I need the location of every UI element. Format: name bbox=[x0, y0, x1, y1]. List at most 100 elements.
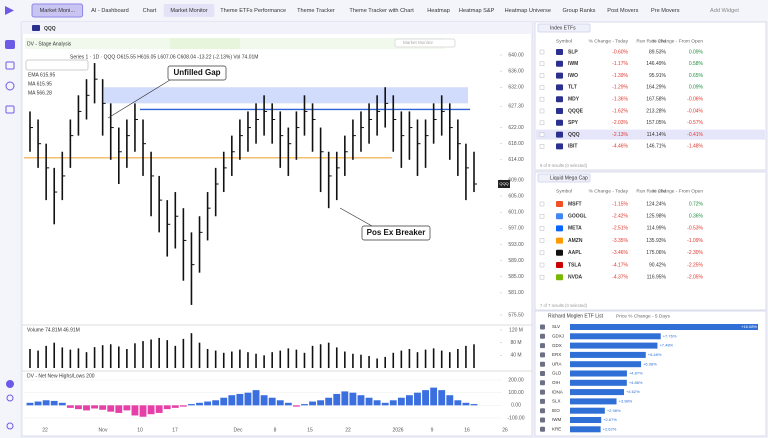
search-box[interactable] bbox=[394, 38, 456, 48]
checkbox[interactable] bbox=[539, 201, 545, 207]
column-header[interactable]: % Change - From Open bbox=[652, 38, 703, 44]
watchlist-tab[interactable] bbox=[537, 23, 591, 33]
watchlist-tab[interactable] bbox=[537, 173, 591, 183]
ticker[interactable]: GDXJ bbox=[552, 333, 564, 338]
ticker[interactable]: KRE bbox=[552, 426, 561, 431]
sidebar-icon[interactable] bbox=[5, 40, 15, 49]
tab-label[interactable]: Group Ranks bbox=[562, 8, 595, 14]
checkbox[interactable] bbox=[539, 144, 545, 149]
sidebar-icon[interactable] bbox=[5, 105, 15, 114]
ticker[interactable]: AMZN bbox=[568, 238, 583, 244]
ticker[interactable]: URA bbox=[552, 361, 562, 366]
checkbox[interactable] bbox=[539, 85, 545, 90]
y-tick-label: 589.00 bbox=[508, 258, 524, 264]
ticker[interactable]: QQQE bbox=[568, 108, 584, 114]
results-footer: 7 of 7 results (0 selected) bbox=[540, 303, 588, 308]
tab[interactable] bbox=[423, 4, 454, 17]
column-header[interactable]: Run Rate 20d bbox=[636, 188, 666, 194]
watchlist-panel bbox=[534, 171, 767, 311]
checkbox[interactable] bbox=[539, 213, 545, 219]
ticker[interactable]: TSLA bbox=[568, 262, 581, 268]
tab-label[interactable]: Heatmap S&P bbox=[459, 8, 495, 14]
add-widget[interactable]: Add Widget bbox=[710, 8, 739, 14]
tab-label[interactable]: AI - Dashboard bbox=[91, 8, 129, 14]
tab[interactable] bbox=[137, 4, 162, 17]
symbol[interactable]: QQQ bbox=[44, 26, 56, 32]
tab-label[interactable]: Market Moni... bbox=[40, 8, 76, 14]
checkbox[interactable] bbox=[539, 61, 545, 67]
sidebar-icon[interactable] bbox=[5, 61, 15, 70]
checkbox[interactable] bbox=[539, 120, 545, 126]
ticker[interactable]: AAPL bbox=[568, 250, 582, 256]
ticker[interactable]: IWM bbox=[552, 417, 561, 422]
ticker[interactable]: IWM bbox=[568, 61, 578, 67]
drawing-toolbar[interactable] bbox=[25, 59, 89, 71]
tab[interactable] bbox=[558, 4, 600, 17]
ticker[interactable]: MDY bbox=[568, 97, 580, 103]
checkbox[interactable] bbox=[539, 274, 545, 280]
column-header[interactable]: Run Rate 20d bbox=[636, 38, 666, 44]
ticker[interactable]: IDNA bbox=[552, 389, 563, 394]
cell: -0.53% bbox=[687, 226, 703, 232]
tab-label[interactable]: Theme ETFs Performance bbox=[220, 8, 286, 14]
sidebar-icon[interactable] bbox=[6, 380, 14, 388]
tab[interactable] bbox=[292, 4, 340, 17]
checkbox[interactable] bbox=[539, 238, 545, 243]
ticker[interactable]: QQQ bbox=[568, 132, 580, 138]
ticker[interactable]: SLV bbox=[552, 324, 560, 329]
ticker[interactable]: IEO bbox=[552, 408, 560, 413]
ticker[interactable]: OIH bbox=[552, 380, 560, 385]
ticker[interactable]: IWO bbox=[568, 73, 578, 79]
sidebar-icon[interactable] bbox=[5, 81, 15, 91]
checkbox[interactable] bbox=[539, 262, 545, 268]
tab[interactable] bbox=[163, 4, 215, 17]
tab-label[interactable]: Pre Movers bbox=[651, 8, 680, 14]
column-header[interactable]: % Change - From Open bbox=[652, 188, 703, 194]
column-header[interactable]: Symbol bbox=[556, 188, 572, 194]
ticker[interactable]: MSFT bbox=[568, 201, 582, 207]
column-header[interactable]: Symbol bbox=[556, 38, 572, 44]
tab-label[interactable]: Theme Tracker with Chart bbox=[349, 8, 414, 14]
tab[interactable] bbox=[601, 4, 644, 17]
ticker[interactable]: ERX bbox=[552, 352, 561, 357]
checkbox[interactable] bbox=[539, 108, 545, 114]
checkbox[interactable] bbox=[539, 73, 545, 78]
tab-label[interactable]: Post Movers bbox=[607, 8, 638, 14]
tab-label[interactable]: Heatmap bbox=[427, 8, 450, 14]
tab[interactable] bbox=[499, 4, 556, 17]
ticker[interactable]: GLD bbox=[552, 371, 562, 376]
ticker[interactable]: GOOGL bbox=[568, 214, 587, 220]
search-text[interactable]: Market Monitor bbox=[403, 40, 434, 45]
tab[interactable] bbox=[455, 4, 498, 17]
tab[interactable] bbox=[31, 3, 84, 18]
tab-label[interactable]: Heatmap Universe bbox=[505, 8, 551, 14]
column-header[interactable]: Price % Change - 5 Days bbox=[616, 313, 670, 319]
tab-label[interactable]: Market Monitor bbox=[170, 8, 207, 14]
ticker[interactable]: SLP bbox=[568, 49, 578, 55]
sidebar-icon[interactable] bbox=[6, 422, 14, 430]
tab-label[interactable]: Theme Tracker bbox=[297, 8, 335, 14]
checkbox[interactable] bbox=[539, 226, 545, 231]
ticker[interactable]: SLX bbox=[552, 399, 561, 404]
tab[interactable] bbox=[341, 4, 422, 17]
ticker[interactable]: NVDA bbox=[568, 275, 583, 281]
ticker[interactable]: TLT bbox=[568, 85, 577, 91]
cell: 146.71% bbox=[646, 144, 666, 150]
checkbox[interactable] bbox=[539, 250, 545, 256]
checkbox[interactable] bbox=[539, 49, 545, 55]
tab-label[interactable]: Chart bbox=[143, 8, 157, 14]
ticker[interactable]: GDX bbox=[552, 343, 562, 348]
tab[interactable] bbox=[84, 4, 136, 17]
nnh-bar bbox=[405, 395, 413, 406]
tab[interactable] bbox=[216, 4, 291, 17]
checkbox[interactable] bbox=[539, 132, 545, 137]
column-header[interactable]: % Change - Today bbox=[589, 188, 629, 194]
ticker[interactable]: SPY bbox=[568, 120, 579, 126]
nnh-bar bbox=[123, 405, 131, 411]
sidebar-icon[interactable] bbox=[6, 394, 14, 402]
ticker[interactable]: IBIT bbox=[568, 144, 577, 150]
checkbox[interactable] bbox=[539, 96, 545, 102]
column-header[interactable]: % Change - Today bbox=[589, 38, 629, 44]
ticker[interactable]: META bbox=[568, 226, 582, 232]
tab[interactable] bbox=[645, 4, 685, 17]
